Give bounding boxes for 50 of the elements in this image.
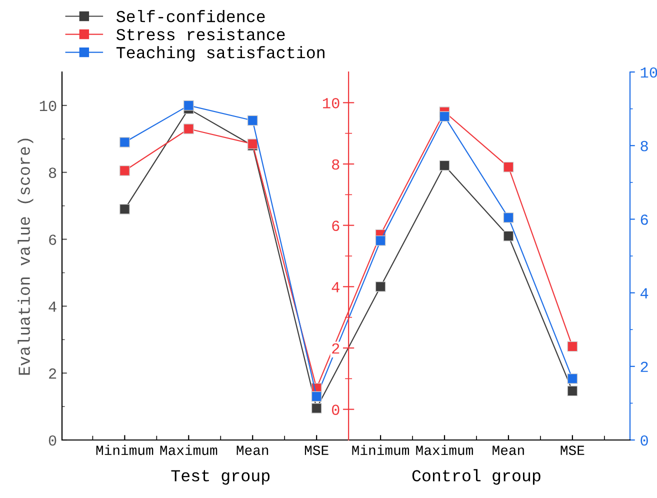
point [567,386,578,396]
point [375,281,386,292]
point [567,341,578,352]
legend-label: Self-confidence [116,10,265,22]
point [183,100,194,111]
x-tick-label: MSE [304,446,328,456]
y3-tick-label: 0 [640,435,648,446]
x-tick-label: Minimum [96,444,154,456]
point [247,115,258,126]
x-tick-label: Maximum [160,444,218,456]
y2-tick-label: 2 [332,343,340,354]
y-axis-title: Evaluation value (score) [18,138,34,375]
y-tick-label: 6 [49,234,56,245]
y3-tick-label: 2 [640,362,648,372]
y3-tick-label: 8 [640,140,648,152]
text: Control group [412,469,540,485]
point [439,160,450,171]
point [311,391,322,402]
y2-tick-label: 0 [332,404,340,416]
point [503,212,514,223]
y3-tick-label: 4 [640,288,648,298]
legend-label: Stress resistance [116,28,285,40]
y2-tick-label: 6 [332,220,340,232]
y-tick-label: 0 [48,435,56,446]
y-tick-label: 10 [40,100,56,112]
x-tick-label: Mean [236,446,268,456]
point [311,403,322,414]
point [119,165,130,176]
point [119,204,130,214]
x-tick-label: Maximum [416,444,473,456]
y2-tick-label: 4 [332,282,340,292]
y2-tick-label: 8 [332,159,340,170]
point [183,124,194,134]
x-tick-label: Minimum [352,444,409,456]
point [503,162,514,172]
y-tick-label: 2 [49,368,56,379]
point [375,235,386,246]
point [503,230,514,242]
y3-tick-label: 10 [640,67,657,78]
y-tick-label: 8 [48,168,56,178]
y-tick-label: 4 [48,302,56,312]
point [567,373,578,384]
y2-tick-label: 10 [322,98,340,108]
point [119,137,130,148]
x-tick-label: Mean [492,446,524,456]
point [439,111,450,122]
text: Test group [171,470,270,485]
legend-label: Teaching satisfaction [116,46,324,62]
x-tick-label: MSE [560,446,584,456]
y3-tick-label: 6 [640,214,648,225]
